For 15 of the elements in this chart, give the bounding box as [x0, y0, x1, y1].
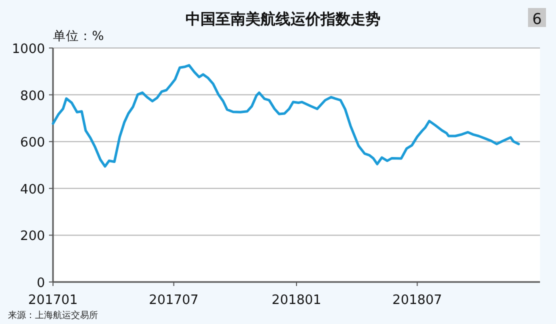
chart-title: 中国至南美航线运价指数走势 — [186, 10, 380, 28]
text: 6 — [532, 10, 542, 28]
x-tick-label: 201707 — [148, 293, 199, 308]
y-tick-label: 400 — [20, 182, 45, 198]
line-series — [52, 64, 520, 168]
x-tick-label: 201807 — [392, 293, 442, 308]
y-tick-label: 1000 — [12, 42, 45, 57]
source-note: 来源：上海航运交易所 — [8, 310, 98, 321]
x-tick-label: 201701 — [28, 293, 78, 308]
x-tick-label: 201801 — [272, 293, 322, 308]
y-tick-label: 0 — [36, 276, 45, 291]
y-tick-label: 800 — [20, 88, 45, 104]
y-tick-label: 600 — [20, 136, 45, 151]
y-tick-label: 200 — [20, 229, 45, 244]
y-axis-title: 单位：% — [53, 28, 104, 43]
